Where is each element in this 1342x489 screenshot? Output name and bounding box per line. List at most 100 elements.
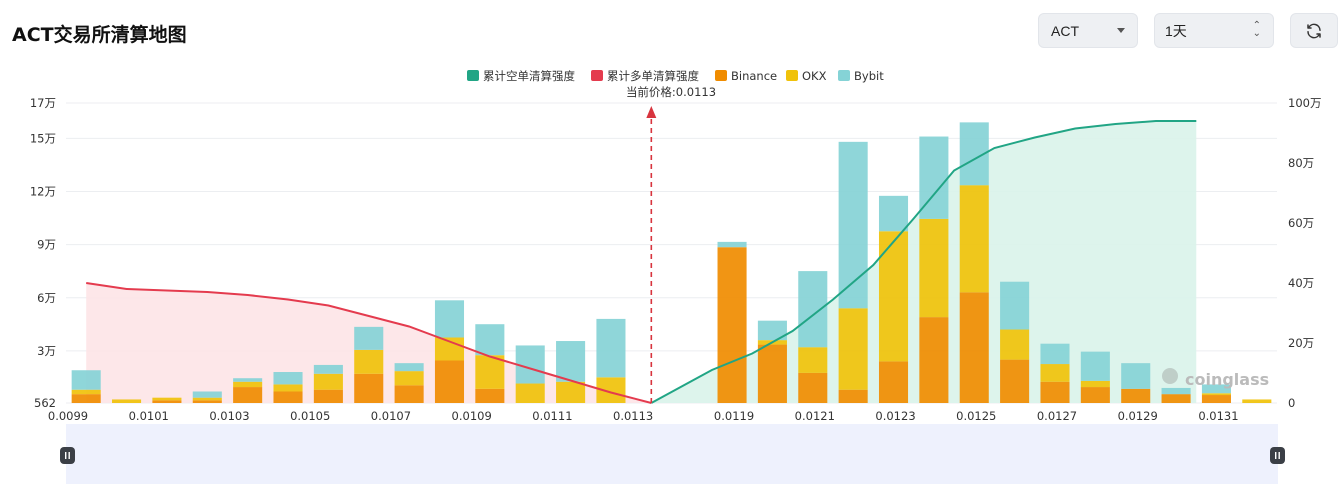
bar-okx	[1000, 329, 1030, 360]
bar-bybit	[1040, 343, 1070, 365]
bar-bybit	[1000, 281, 1030, 330]
bar-bybit	[394, 363, 424, 372]
y-left-tick-label: 17万	[30, 96, 56, 110]
x-tick-label: 0.0109	[452, 409, 492, 423]
bar-bybit	[354, 326, 384, 350]
x-tick-label: 0.0131	[1198, 409, 1238, 423]
bar-okx	[394, 371, 424, 386]
up-down-arrows-icon: ⌃ ⌄	[1252, 20, 1261, 39]
bar-bybit	[515, 345, 545, 384]
legend-label-binance: Binance	[731, 69, 777, 83]
bar-binance	[1040, 381, 1070, 403]
bar-binance	[1161, 394, 1191, 403]
bar-bybit	[1161, 387, 1191, 395]
bar-okx	[515, 383, 545, 403]
long-cumulative-line	[86, 282, 652, 404]
bar-binance	[838, 389, 868, 403]
y-left-tick-label: 15万	[30, 131, 56, 145]
short-cumulative-line	[650, 120, 1197, 404]
bar-bybit	[556, 341, 586, 382]
y-right-tick-label: 20万	[1288, 336, 1314, 350]
zoom-handle-right[interactable]	[1270, 447, 1285, 464]
zoom-handle-left[interactable]	[60, 447, 75, 464]
bar-okx	[919, 218, 949, 318]
x-tick-label: 0.0099	[48, 409, 88, 423]
legend-item-short[interactable]: 累计空单清算强度	[467, 69, 575, 83]
legend-item-binance[interactable]: Binance	[715, 69, 777, 83]
y-left-tick-label: 12万	[30, 185, 56, 199]
x-tick-label: 0.0111	[532, 409, 572, 423]
bar-binance	[1201, 395, 1231, 403]
bar-binance	[152, 400, 182, 403]
bar-okx	[313, 373, 343, 390]
bar-binance	[1000, 359, 1030, 403]
x-tick-label: 0.0119	[714, 409, 754, 423]
bar-bybit	[434, 300, 465, 338]
legend-item-okx[interactable]: OKX	[786, 69, 827, 83]
y-right-tick-label: 0	[1288, 396, 1295, 410]
bar-okx	[1080, 380, 1110, 388]
caret-down-icon	[1117, 28, 1125, 33]
bar-bybit	[475, 324, 505, 356]
y-left-tick-label: 6万	[37, 291, 56, 305]
bar-bybit	[313, 364, 343, 374]
legend-item-bybit[interactable]: Bybit	[838, 69, 884, 83]
y-right-tick-label: 80万	[1288, 156, 1314, 170]
bar-okx	[152, 397, 182, 401]
bar-binance	[394, 385, 424, 403]
bar-binance	[434, 360, 465, 403]
legend-swatch-long	[591, 70, 603, 81]
cumulative-areas	[86, 121, 1197, 403]
bar-binance	[354, 373, 384, 403]
x-tick-label: 0.0129	[1118, 409, 1158, 423]
current-price-arrow-icon	[646, 106, 657, 118]
legend-item-long[interactable]: 累计多单清算强度	[591, 69, 699, 83]
bar-okx	[959, 185, 989, 293]
bar-binance	[71, 394, 101, 403]
bar-okx	[273, 384, 303, 392]
bar-bybit	[1080, 351, 1110, 381]
bar-bybit	[757, 320, 787, 341]
legend-swatch-binance	[715, 70, 727, 81]
bar-bybit	[717, 241, 747, 248]
symbol-select[interactable]: ACT	[1038, 13, 1138, 48]
y-right-tick-label: 60万	[1288, 216, 1314, 230]
bar-bybit	[878, 195, 909, 232]
x-tick-label: 0.0121	[795, 409, 835, 423]
bar-okx	[233, 381, 263, 388]
y-right-tick-label: 40万	[1288, 276, 1314, 290]
bar-okx	[354, 349, 384, 374]
x-tick-label: 0.0113	[613, 409, 653, 423]
y-left-tick-label: 562	[34, 396, 56, 410]
legend-label-long: 累计多单清算强度	[607, 69, 699, 83]
bar-binance	[273, 391, 303, 403]
bar-binance	[313, 389, 343, 403]
bar-okx	[192, 397, 222, 401]
x-tick-label: 0.0125	[956, 409, 996, 423]
bar-bybit	[798, 271, 828, 348]
bar-bybit	[1201, 384, 1231, 394]
bar-binance	[919, 317, 949, 403]
watermark	[1162, 368, 1178, 384]
time-range-select[interactable]: 1天 ⌃ ⌄	[1154, 13, 1274, 48]
legend-label-bybit: Bybit	[854, 69, 884, 83]
current-price-label: 当前价格:0.0113	[626, 85, 716, 99]
refresh-button[interactable]	[1290, 13, 1338, 48]
bar-okx	[878, 231, 909, 362]
time-range-value: 1天	[1165, 22, 1187, 39]
cumulative-lines	[86, 106, 1197, 404]
legend-swatch-okx	[786, 70, 798, 81]
bar-okx	[1040, 364, 1070, 382]
bar-okx	[71, 389, 101, 395]
zoom-slider-track[interactable]	[66, 424, 1278, 484]
x-tick-label: 0.0127	[1037, 409, 1077, 423]
symbol-select-value: ACT	[1051, 22, 1079, 39]
y-right-tick-label: 100万	[1288, 96, 1321, 110]
bar-bybit	[233, 378, 263, 382]
bar-binance	[798, 372, 828, 403]
page-title: ACT交易所清算地图	[12, 24, 187, 46]
bar-okx	[838, 308, 868, 390]
legend-swatch-short	[467, 70, 479, 81]
bars	[71, 122, 1272, 403]
bar-bybit	[273, 372, 303, 385]
